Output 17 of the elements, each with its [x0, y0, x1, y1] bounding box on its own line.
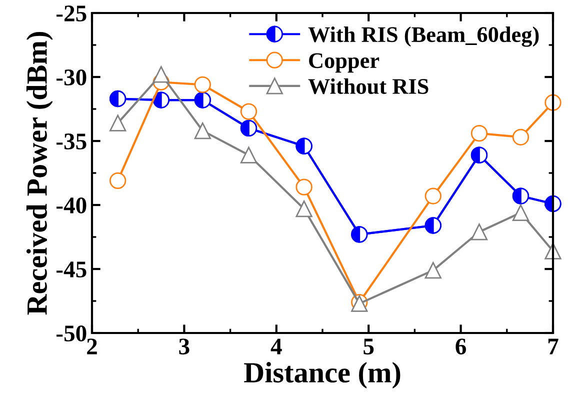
y-axis-title: Received Power (dBm)	[26, 32, 53, 315]
x-tick-label: 2	[87, 338, 97, 354]
y-tick-label: -45	[56, 262, 86, 278]
legend-label: With RIS (Beam_60deg)	[308, 26, 539, 47]
legend-label: Without RIS	[308, 78, 428, 94]
x-axis-title: Distance (m)	[244, 362, 400, 388]
x-tick-label: 4	[270, 338, 282, 354]
x-tick-label: 7	[548, 338, 558, 354]
y-tick-label: -30	[56, 69, 86, 86]
y-tick-label: -25	[56, 6, 86, 22]
y-tick-label: -35	[56, 134, 86, 150]
x-tick-label: 5	[364, 338, 374, 354]
y-tick-label: -50	[56, 325, 86, 342]
legend-label: Copper	[309, 53, 380, 73]
x-tick-label: 3	[179, 338, 190, 354]
y-tick-label: -40	[56, 197, 86, 214]
x-tick-label: 6	[456, 338, 466, 354]
